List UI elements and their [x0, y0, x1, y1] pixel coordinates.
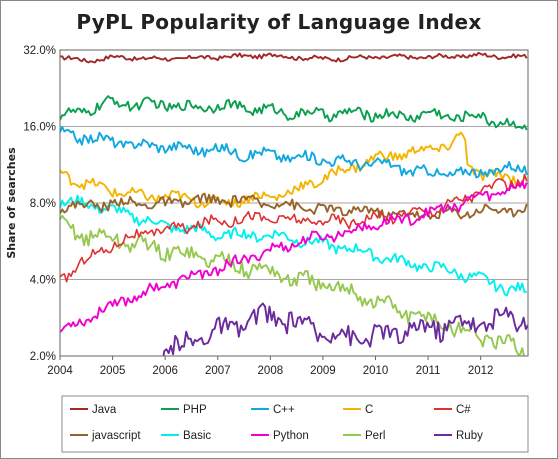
legend-label: C# [456, 404, 471, 416]
y-tick-label: 4.0% [30, 275, 56, 287]
legend-label: Basic [183, 430, 211, 442]
series-line-php [60, 95, 528, 131]
series-line-csharp [60, 173, 528, 283]
series-line-c [60, 131, 528, 209]
y-tick-label: 8.0% [30, 198, 56, 210]
x-tick-label: 2012 [468, 365, 494, 377]
series-line-perl [60, 214, 525, 356]
y-tick-label: 2.0% [30, 351, 56, 363]
legend-box [61, 395, 529, 453]
legend-label: Python [273, 430, 309, 442]
x-tick-label: 2009 [310, 365, 336, 377]
legend-label: Ruby [456, 430, 483, 442]
x-tick-label: 2011 [416, 365, 441, 377]
x-tick-label: 2010 [363, 365, 389, 377]
legend-label: Java [92, 404, 117, 416]
x-tick-label: 2005 [100, 365, 126, 377]
y-tick-label: 16.0% [23, 122, 56, 134]
legend-label: C++ [273, 404, 295, 416]
legend: Java PHP C++ C C# javascript Basic Python Perl Ru… [61, 395, 529, 453]
series-line-basic [60, 194, 527, 297]
legend-label: C [365, 404, 373, 416]
series-line-ruby [162, 302, 528, 356]
y-tick-label: 32.0% [23, 45, 56, 57]
legend-label: PHP [183, 404, 207, 416]
grid [60, 126, 528, 280]
x-tick-label: 2008 [258, 365, 284, 377]
x-tick-label: 2004 [47, 365, 73, 377]
x-tick-label: 2007 [205, 365, 231, 377]
x-tick-label: 2006 [152, 365, 178, 377]
x-axis-ticks: 2004 2005 2006 2007 2008 2009 2010 2011 2012 [47, 356, 493, 377]
chart-title: PyPL Popularity of Language Index [76, 10, 482, 34]
series-line-python [60, 180, 528, 333]
y-axis-ticks: 32.0% 16.0% 8.0% 4.0% 2.0% [23, 45, 56, 363]
legend-label: Perl [365, 430, 385, 442]
y-axis-label: Share of searches [5, 147, 18, 259]
legend-label: javascript [91, 430, 141, 442]
plot-lines [60, 51, 528, 356]
series-line-cpp [60, 125, 528, 179]
series-line-java [60, 51, 528, 64]
series-line-javascript [60, 192, 528, 222]
plot-border [59, 49, 529, 357]
